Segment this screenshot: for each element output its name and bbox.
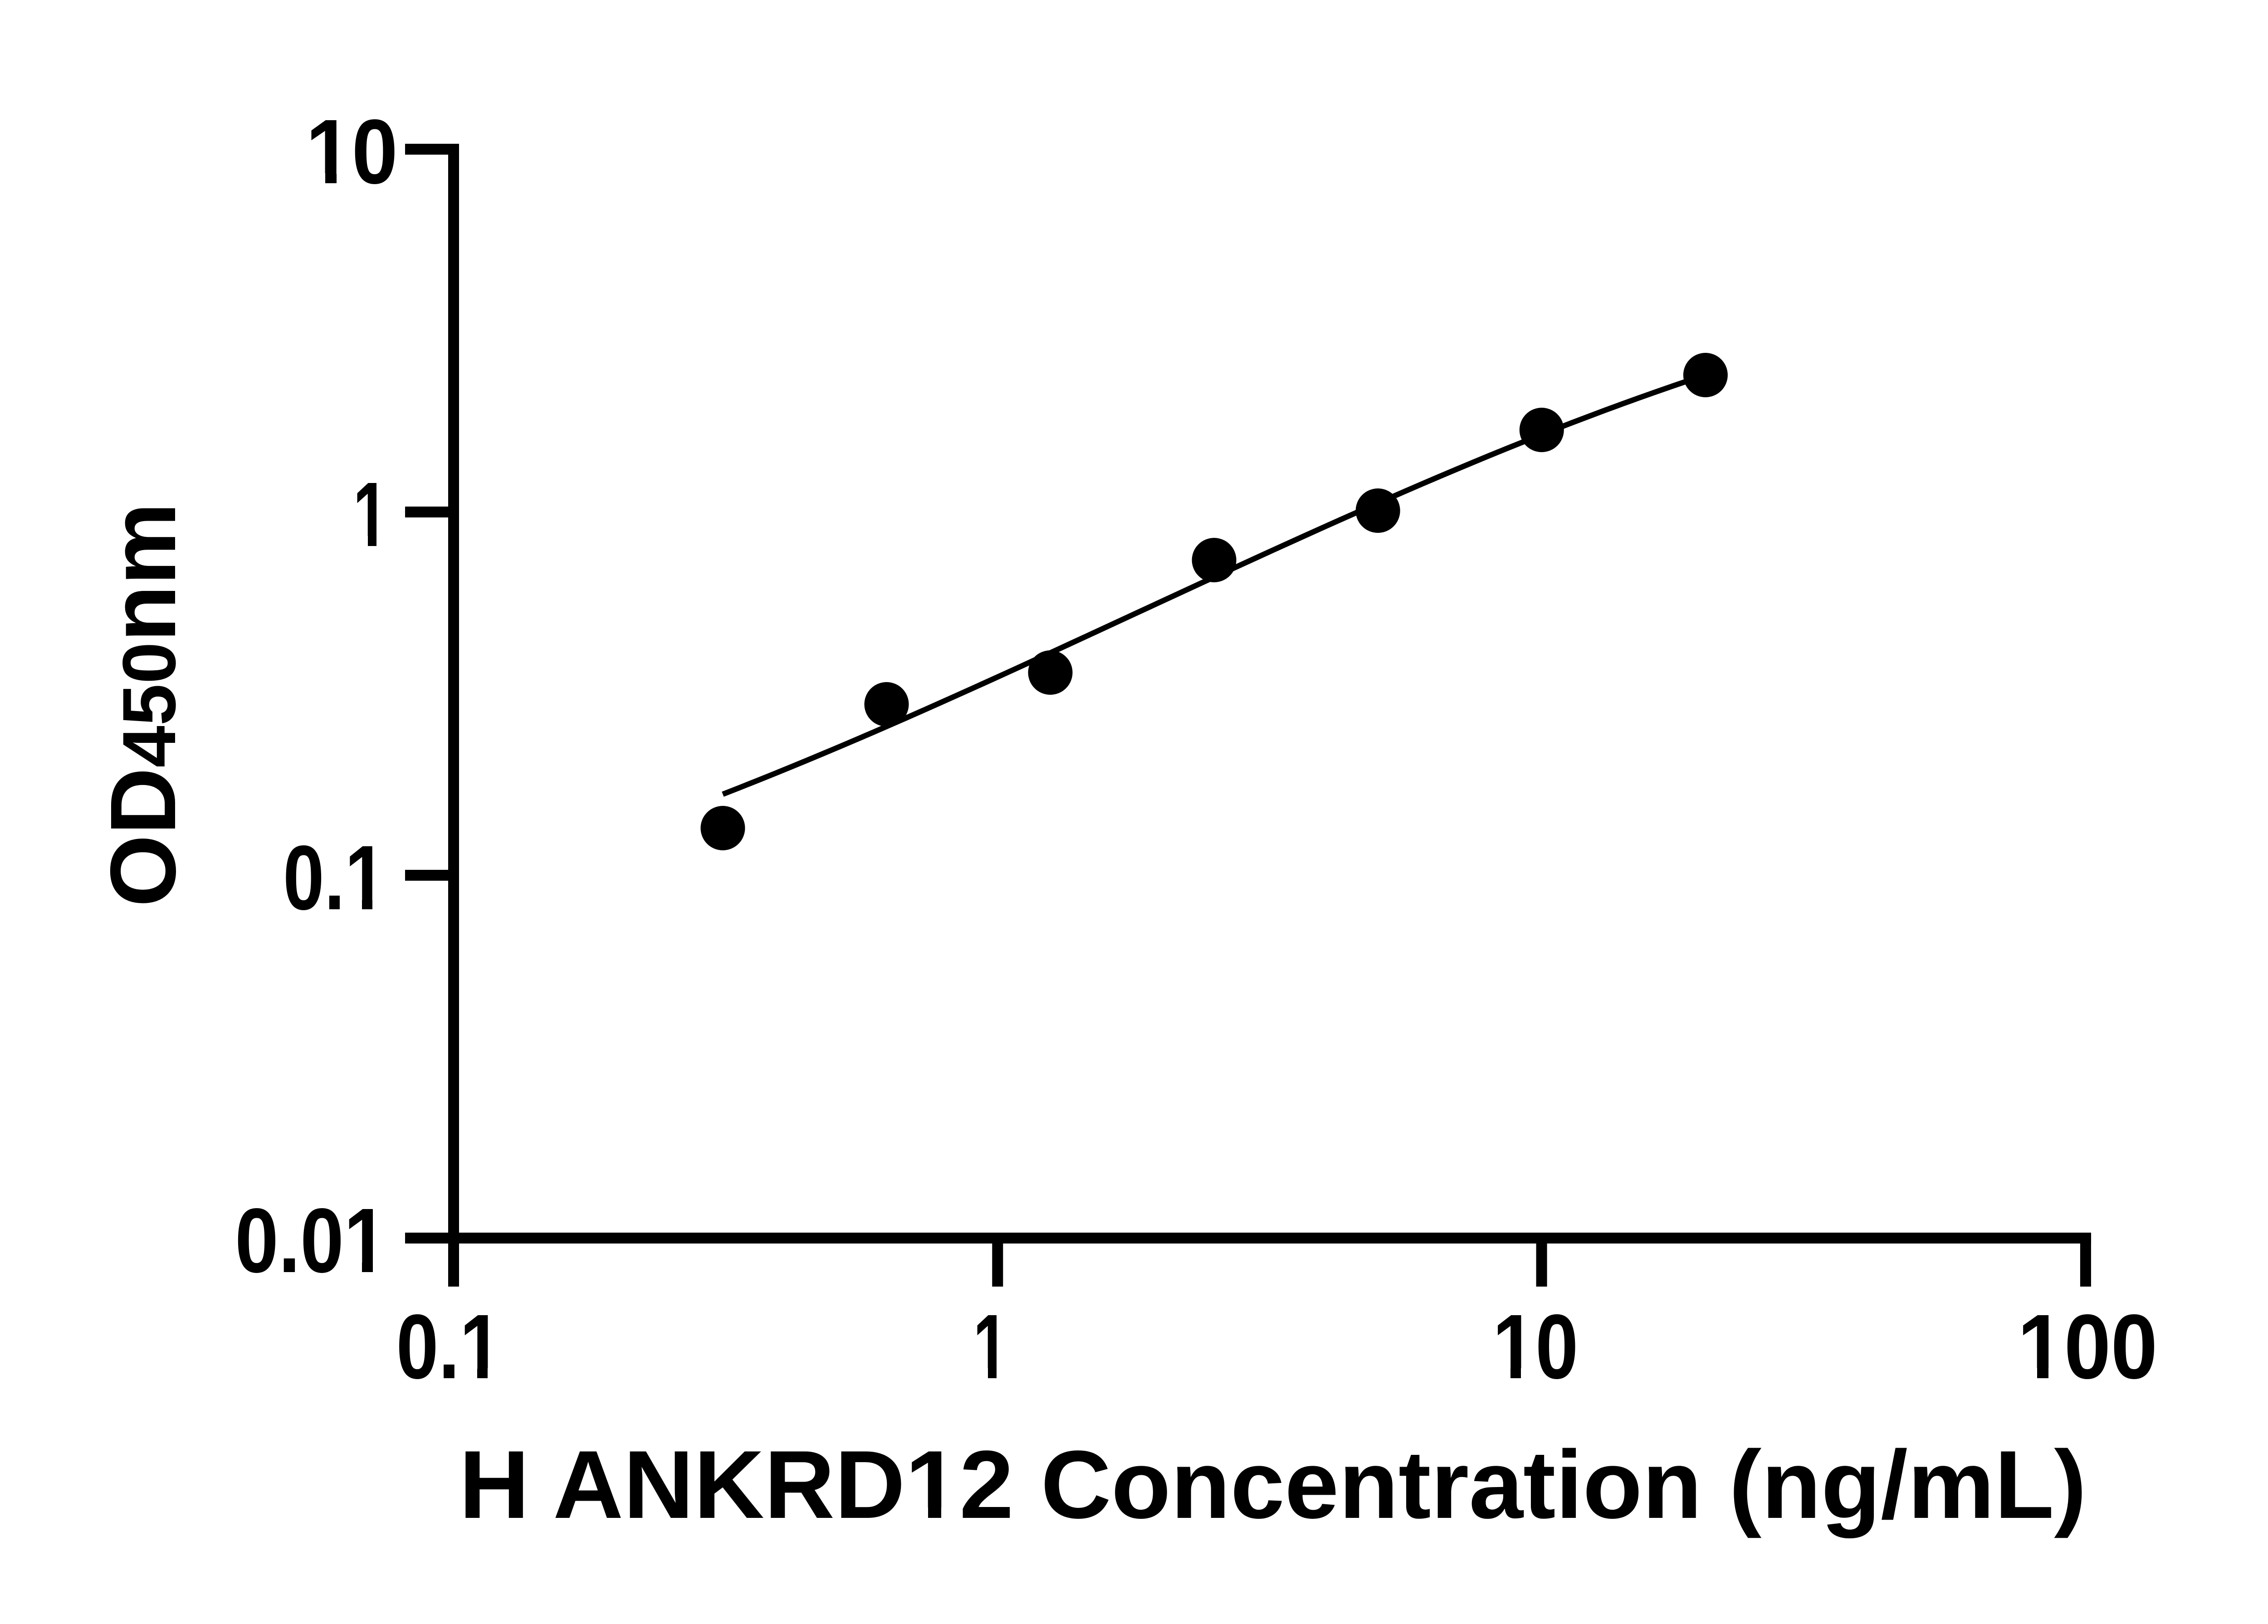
svg-text:1: 1 [973,1295,1008,1398]
svg-text:0.1: 0.1 [283,826,386,929]
svg-text:1: 1 [353,463,388,566]
svg-text:0.1: 0.1 [396,1295,502,1398]
svg-text:10: 10 [306,100,398,203]
svg-text:100: 100 [2018,1295,2158,1398]
svg-text:0.01: 0.01 [235,1189,387,1292]
svg-text:10: 10 [1493,1295,1579,1398]
svg-text:OD450nm: OD450nm [91,502,195,907]
svg-text:H ANKRD12 Concentration (ng/mL: H ANKRD12 Concentration (ng/mL) [459,1431,2087,1539]
